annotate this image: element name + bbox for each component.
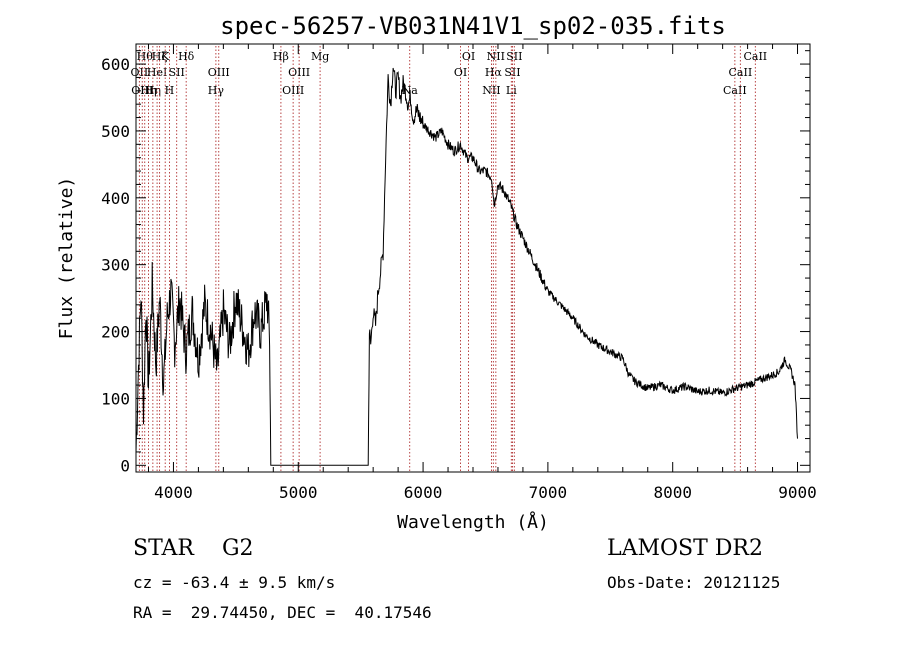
line-marker-label: OII — [131, 66, 149, 79]
line-marker-label: SII — [504, 66, 520, 79]
survey-label: LAMOST DR2 — [607, 536, 763, 561]
x-tick-label: 5000 — [279, 483, 318, 502]
y-tick-label: 400 — [101, 189, 130, 208]
line-marker-label: Hα — [485, 66, 503, 79]
y-tick-label: 600 — [101, 55, 130, 74]
line-marker-label: Hζ — [152, 50, 168, 63]
y-tick-label: 100 — [101, 389, 130, 408]
y-tick-label: 200 — [101, 323, 130, 342]
plot-frame — [135, 43, 811, 473]
obs-date-label: Obs-Date: 20121125 — [607, 573, 781, 592]
line-marker-label: Hθ — [137, 50, 154, 63]
line-marker-label: K — [161, 50, 170, 63]
line-marker-label: OI — [454, 66, 467, 79]
line-marker-label: OIII — [288, 66, 310, 79]
y-tick-label: 500 — [101, 122, 130, 141]
line-marker-label: OIII — [208, 66, 230, 79]
coordinates-label: RA = 29.74450, DEC = 40.17546 — [133, 603, 432, 622]
line-marker-label: Hη — [145, 84, 161, 97]
x-tick-label: 6000 — [404, 483, 443, 502]
line-marker-label: OI — [462, 50, 475, 63]
line-marker-label: CaII — [743, 50, 767, 63]
line-marker-label: CaII — [723, 84, 747, 97]
x-tick-label: 9000 — [778, 483, 817, 502]
y-tick-label: 0 — [120, 456, 130, 475]
line-marker-label: Li — [506, 84, 517, 97]
redshift-label: cz = -63.4 ± 9.5 km/s — [133, 573, 336, 592]
line-marker-label: SII — [506, 50, 522, 63]
line-marker-label: SII — [169, 66, 185, 79]
line-marker-label: Hη — [140, 84, 156, 97]
line-marker-label: Hγ — [208, 84, 225, 97]
y-axis-label: Flux (relative) — [56, 177, 77, 340]
chart-title: spec-56257-VB031N41V1_sp02-035.fits — [220, 12, 726, 40]
spectrum-line — [135, 67, 798, 466]
line-marker-label: Hδ — [178, 50, 195, 63]
line-marker-label: OIII — [282, 84, 304, 97]
x-tick-label: 8000 — [653, 483, 692, 502]
line-marker-label: NII — [482, 84, 500, 97]
line-marker-label: HeI — [147, 66, 167, 79]
line-marker-label: NII — [487, 50, 505, 63]
x-tick-label: 4000 — [154, 483, 193, 502]
y-tick-label: 300 — [101, 256, 130, 275]
line-marker-label: Hβ — [273, 50, 289, 63]
x-axis-label: Wavelength (Å) — [397, 511, 549, 533]
x-tick-label: 7000 — [529, 483, 568, 502]
classification-label: STAR G2 — [133, 536, 254, 561]
line-marker-label: CaII — [729, 66, 753, 79]
line-marker-label: OIII — [131, 84, 153, 97]
line-marker-label: H — [165, 84, 175, 97]
line-marker-label: Mg — [311, 50, 329, 63]
